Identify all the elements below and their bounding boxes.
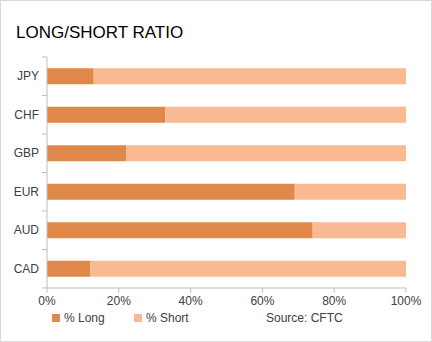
title: LONG/SHORT RATIO: [16, 23, 183, 42]
x-tick: [118, 288, 119, 293]
x-tick: [47, 288, 48, 293]
category-label: EUR: [14, 185, 40, 199]
bar: [165, 107, 406, 123]
x-tick: [334, 288, 335, 293]
bar: [47, 261, 90, 277]
bar: [47, 145, 126, 161]
x-tick-label: 100%: [391, 294, 422, 308]
bar: [313, 222, 406, 238]
category-label: CHF: [14, 108, 39, 122]
y-axis-tick: [42, 249, 47, 250]
legend-swatch: [134, 314, 142, 322]
legend-swatch: [52, 314, 60, 322]
bar: [94, 68, 406, 84]
legend-label: % Long: [64, 311, 105, 325]
category-label: JPY: [17, 69, 39, 83]
legend-label: % Short: [146, 311, 189, 325]
x-tick: [406, 288, 407, 293]
chart-frame: [1, 1, 432, 342]
annotation: Source: CFTC: [266, 311, 343, 325]
chart: LONG/SHORT RATIO JPY CHF GBP EUR AUD CAD 0% 20% 4…: [0, 0, 432, 342]
x-tick-label: 40%: [179, 294, 203, 308]
y-axis-tick: [42, 288, 47, 289]
bar: [126, 145, 406, 161]
y-axis-tick: [42, 172, 47, 173]
x-tick: [190, 288, 191, 293]
y-axis-tick: [42, 134, 47, 135]
bar: [47, 222, 313, 238]
x-tick-label: 80%: [322, 294, 346, 308]
x-axis-line: [47, 288, 406, 289]
bar: [295, 184, 406, 200]
bar: [47, 68, 94, 84]
bar: [47, 184, 295, 200]
x-tick-label: 0%: [38, 294, 56, 308]
category-label: AUD: [14, 223, 40, 237]
category-label: CAD: [14, 262, 40, 276]
x-tick-label: 60%: [250, 294, 274, 308]
x-tick-label: 20%: [107, 294, 131, 308]
y-axis-tick: [42, 211, 47, 212]
x-tick: [262, 288, 263, 293]
y-axis-tick: [42, 57, 47, 58]
bars: [47, 68, 406, 277]
y-axis-tick: [42, 95, 47, 96]
category-label: GBP: [14, 146, 39, 160]
bar: [47, 107, 165, 123]
bar: [90, 261, 406, 277]
